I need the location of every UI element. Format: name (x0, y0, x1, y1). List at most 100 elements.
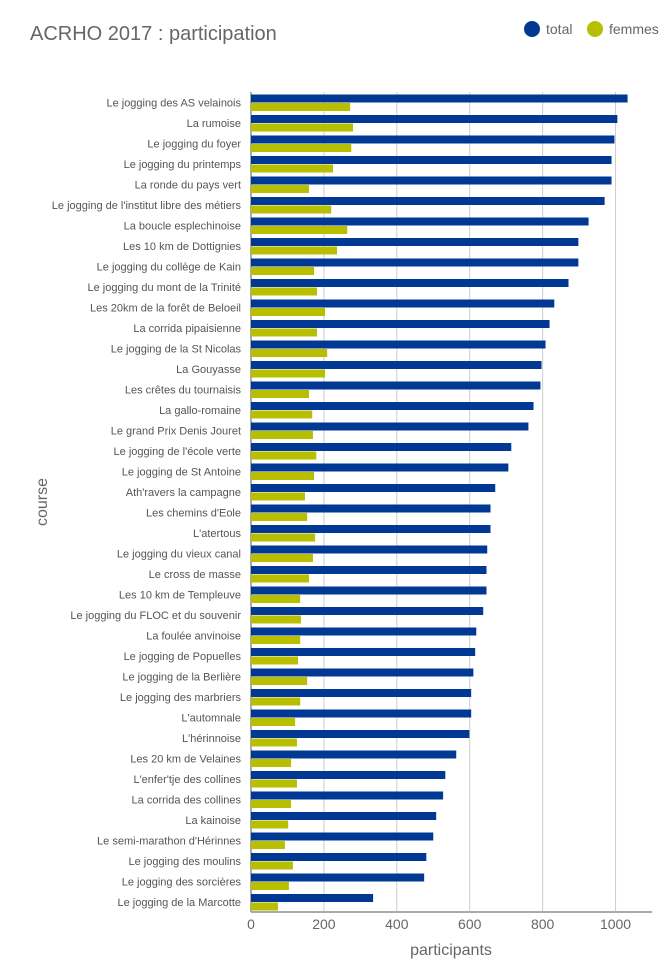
y-axis-label: course (34, 478, 51, 526)
bar-total (251, 771, 446, 779)
category-label: Le jogging de la Marcotte (117, 897, 241, 909)
bar-total (251, 689, 472, 697)
gridlines (250, 92, 652, 913)
bar-total (251, 504, 491, 513)
bar-total (251, 627, 477, 636)
bar-femmes (251, 308, 326, 316)
bar-femmes (251, 349, 328, 357)
chart-title: ACRHO 2017 : participation (30, 23, 277, 45)
bar-total (251, 197, 605, 205)
legend: total femmes (524, 21, 659, 37)
bar-femmes (251, 390, 309, 398)
category-label: Le jogging du mont de la Trinité (88, 282, 242, 294)
bar-total (251, 238, 579, 246)
bar-femmes (251, 759, 292, 767)
category-label: Le jogging du foyer (147, 138, 241, 150)
bar-femmes (251, 144, 352, 152)
bar-femmes (251, 410, 313, 419)
bar-femmes (251, 103, 351, 111)
category-labels: Le jogging des AS velainois La rumoise Le … (52, 97, 242, 909)
x-tick-label: 600 (458, 916, 482, 932)
bar-femmes (251, 882, 289, 890)
x-tick-label: 1000 (600, 916, 631, 932)
bar-femmes (251, 369, 326, 378)
legend-marker-femmes (587, 21, 603, 37)
legend-label-femmes: femmes (609, 21, 659, 37)
x-tick-label: 0 (247, 916, 255, 932)
category-label: La ronde du pays vert (135, 179, 241, 191)
bar-femmes (251, 677, 308, 685)
bar-femmes (251, 697, 301, 706)
bar-femmes (251, 656, 299, 665)
bar-total (251, 853, 427, 861)
category-label: Les crêtes du tournaisis (125, 384, 242, 396)
bar-total (251, 94, 628, 103)
bar-femmes (251, 328, 317, 337)
bar-total (251, 832, 434, 841)
bar-femmes (251, 615, 301, 624)
category-label: Le semi-marathon d'Hérinnes (97, 835, 241, 847)
x-tick-label: 800 (531, 916, 555, 932)
category-label: Le jogging du vieux canal (117, 548, 241, 560)
bar-femmes (251, 451, 317, 460)
category-label: Le jogging de Popuelles (124, 651, 242, 663)
bar-total (251, 279, 569, 287)
category-label: Les 10 km de Templeuve (119, 589, 241, 601)
legend-label-total: total (546, 21, 572, 37)
category-label: La kainoise (185, 815, 241, 827)
bar-femmes (251, 513, 308, 521)
bar-total (251, 709, 472, 718)
bar-femmes (251, 226, 348, 234)
category-label: La Gouyasse (176, 364, 241, 376)
bar-total (251, 217, 589, 226)
x-tick-label: 400 (385, 916, 409, 932)
category-label: Les chemins d'Eole (146, 507, 241, 519)
category-label: La corrida des collines (132, 794, 242, 806)
category-label: La corrida pipaisienne (133, 323, 241, 335)
bar-total (251, 668, 474, 677)
bar-femmes (251, 902, 278, 911)
bar-total (251, 381, 541, 390)
bar-total (251, 176, 612, 185)
category-label: Le jogging de St Antoine (122, 466, 241, 478)
bar-total (251, 812, 437, 820)
category-label: Le jogging de l'institut libre des métie… (52, 200, 242, 212)
bar-total (251, 607, 484, 615)
bar-femmes (251, 185, 309, 193)
bar-total (251, 422, 529, 431)
x-tick-labels: 0 200 400 600 800 1000 (247, 916, 631, 932)
bar-total (251, 361, 542, 369)
category-label: L'hérinnoise (182, 733, 241, 745)
bar-femmes (251, 533, 316, 542)
x-tick-label: 200 (312, 916, 336, 932)
bar-total (251, 258, 579, 267)
bar-total (251, 894, 374, 902)
bar-femmes (251, 267, 315, 275)
category-label: Le jogging du collège de Kain (97, 261, 241, 273)
bar-total (251, 402, 534, 410)
bar-femmes (251, 205, 332, 214)
category-label: Le jogging des AS velainois (106, 97, 241, 109)
bar-total (251, 730, 470, 738)
bar-femmes (251, 718, 296, 726)
category-label: Les 20 km de Velaines (130, 753, 241, 765)
bar-femmes (251, 861, 293, 870)
bar-total (251, 320, 550, 328)
bar-total (251, 484, 496, 492)
category-label: Les 10 km de Dottignies (123, 241, 242, 253)
bar-femmes (251, 841, 285, 849)
bar-total (251, 525, 491, 533)
bar-femmes (251, 164, 334, 173)
bar-total (251, 443, 512, 451)
bar-total (251, 791, 444, 800)
bar-total (251, 586, 487, 595)
category-label: Le jogging du FLOC et du souvenir (70, 610, 241, 622)
bar-femmes (251, 595, 301, 603)
category-label: L'enfer'tje des collines (133, 774, 241, 786)
category-label: La boucle esplechinoise (124, 220, 241, 232)
category-label: Le cross de masse (149, 569, 241, 581)
bar-femmes (251, 472, 315, 480)
bar-femmes (251, 738, 297, 747)
bar-total (251, 340, 546, 349)
bar-total (251, 545, 488, 554)
